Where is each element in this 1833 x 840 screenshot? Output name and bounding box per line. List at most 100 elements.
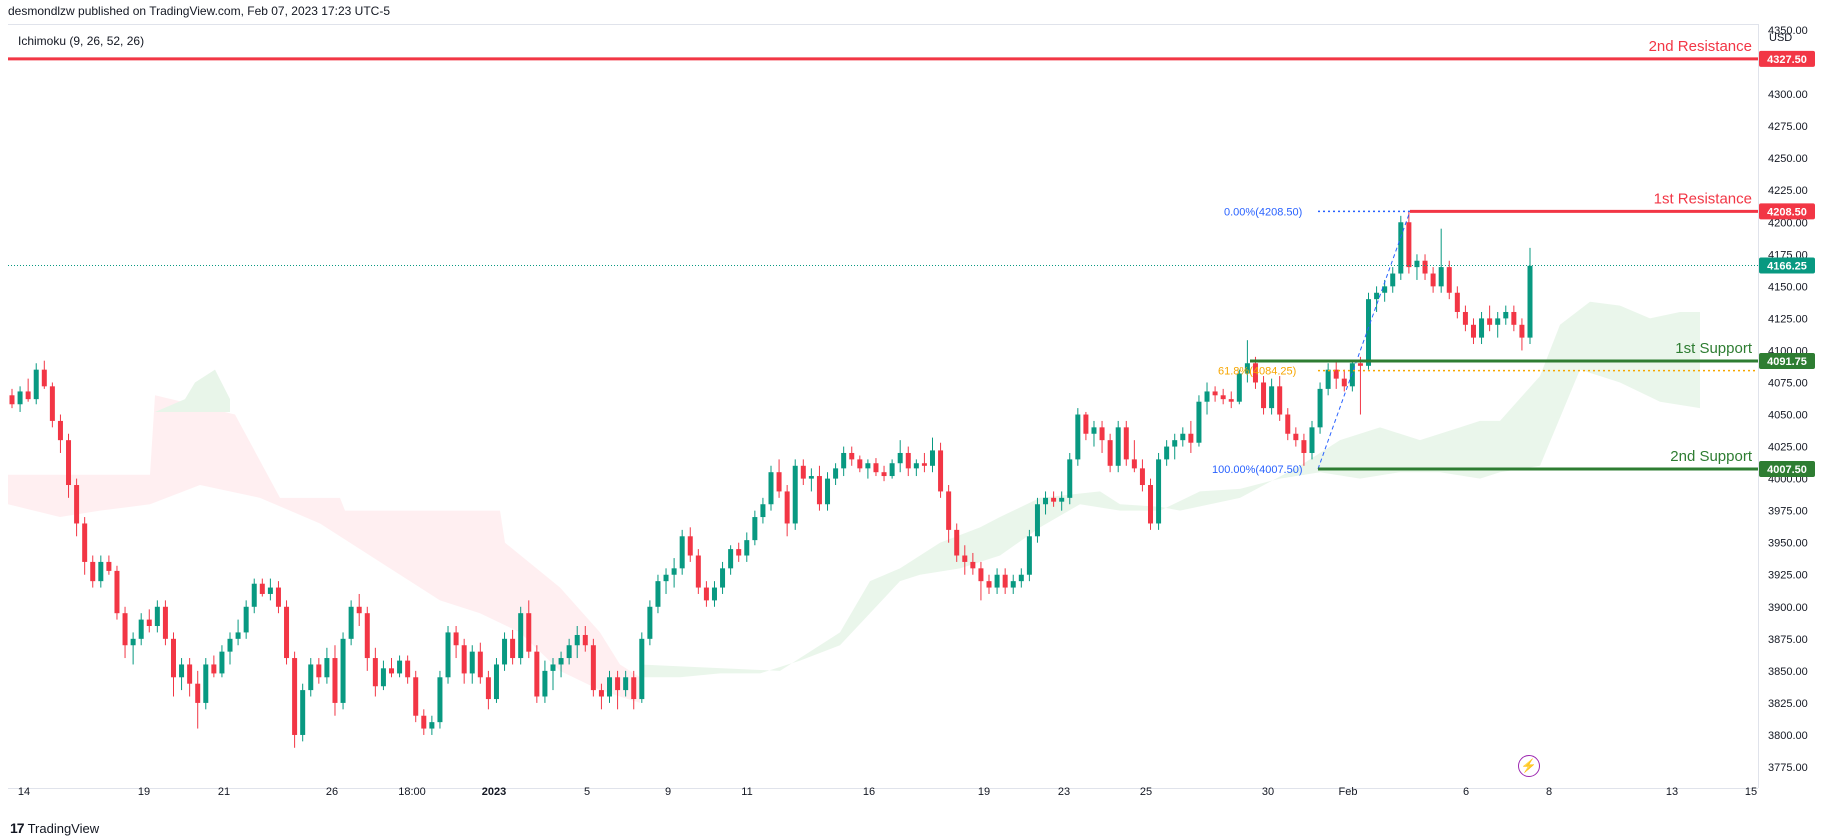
footer-brand: 17 TradingView	[10, 820, 99, 836]
candle-body	[1115, 427, 1121, 466]
candle-body	[865, 463, 871, 469]
candle-body	[66, 440, 72, 486]
candle-body	[1519, 324, 1525, 338]
price-tick-label: 3875.00	[1768, 634, 1808, 646]
level-price-text: 4091.75	[1767, 356, 1807, 368]
candle-body	[655, 581, 661, 607]
candle-body	[607, 677, 613, 697]
level-label-resistance: 1st Resistance	[1654, 190, 1752, 207]
candle-body	[728, 549, 734, 569]
candle-body	[1075, 414, 1081, 460]
candle-body	[364, 613, 370, 659]
time-tick-label: 2023	[482, 786, 506, 798]
candle-body	[308, 664, 314, 691]
candle-body	[1511, 311, 1517, 325]
candle-body	[1026, 536, 1032, 575]
candle-body	[1018, 574, 1024, 582]
candle-body	[1228, 399, 1234, 402]
candle-body	[1172, 440, 1178, 447]
price-tick-label: 4125.00	[1768, 313, 1808, 325]
candle-body	[1293, 433, 1299, 441]
level-price-text: 4208.50	[1767, 206, 1807, 218]
price-tick-label: 3800.00	[1768, 730, 1808, 742]
candle-body	[1212, 391, 1218, 396]
candle-body	[534, 651, 540, 697]
candle-body	[203, 664, 209, 703]
candle-body	[841, 452, 847, 469]
candle-body	[1164, 446, 1170, 460]
level-price-tag	[1759, 460, 1815, 477]
price-tick-label: 3900.00	[1768, 602, 1808, 614]
candle-body	[1188, 433, 1194, 443]
candle-body	[833, 468, 839, 479]
level-label-resistance: 2nd Resistance	[1649, 38, 1752, 55]
candle-body	[461, 645, 467, 674]
candle-body	[1180, 433, 1186, 441]
candle-body	[49, 386, 55, 421]
candle-body	[1487, 318, 1493, 325]
fib-label-100: 100.00%(4007.50)	[1212, 464, 1303, 476]
candle-body	[1317, 388, 1323, 428]
candle-body	[9, 395, 15, 405]
candle-body	[663, 574, 669, 582]
candle-body	[1325, 369, 1331, 389]
time-tick-label: 16	[863, 786, 875, 798]
candle-body	[631, 677, 637, 700]
candle-body	[235, 632, 241, 639]
tradingview-logo-icon: 17	[10, 820, 25, 836]
candle-body	[380, 668, 386, 687]
candle-body	[857, 459, 863, 469]
candle-body	[889, 463, 895, 477]
candle-body	[324, 658, 330, 678]
candle-body	[938, 450, 944, 492]
candle-body	[243, 606, 249, 633]
candle-body	[300, 690, 306, 735]
time-tick-label: Feb	[1339, 786, 1358, 798]
candle-body	[550, 664, 556, 671]
candle-body	[760, 504, 766, 518]
candle-body	[921, 463, 927, 466]
candle-body	[162, 606, 168, 639]
fib-trend-line	[1317, 211, 1411, 470]
candle-body	[970, 561, 976, 569]
candle-body	[25, 391, 31, 400]
candle-body	[1083, 414, 1089, 434]
candle-body	[1301, 440, 1307, 453]
time-tick-label: 5	[584, 786, 590, 798]
candle-body	[558, 658, 564, 665]
candle-body	[768, 472, 774, 505]
candle-body	[130, 638, 136, 646]
candle-body	[1123, 427, 1129, 460]
candle-body	[1349, 363, 1355, 387]
candle-body	[211, 664, 217, 674]
candle-body	[493, 664, 499, 700]
candle-body	[372, 658, 378, 687]
time-tick-label: 23	[1058, 786, 1070, 798]
level-price-tag	[1759, 50, 1815, 67]
candle-body	[1107, 440, 1113, 466]
level-price-text: 4327.50	[1767, 54, 1807, 66]
candle-body	[623, 677, 629, 691]
candle-body	[1139, 468, 1145, 486]
lightning-icon[interactable]: ⚡	[1518, 755, 1540, 777]
candle-body	[469, 651, 475, 674]
candle-body	[1374, 292, 1380, 300]
candle-body	[1099, 427, 1105, 441]
price-tick-label: 4300.00	[1768, 89, 1808, 101]
candle-body	[1043, 497, 1049, 505]
candle-body	[397, 660, 403, 674]
candle-body	[1390, 273, 1396, 287]
candle-body	[792, 465, 798, 524]
candle-body	[445, 632, 451, 678]
candle-body	[1341, 378, 1347, 387]
candle-body	[913, 463, 919, 469]
candle-body	[800, 465, 806, 479]
candle-body	[154, 606, 160, 627]
ichimoku-indicator-label[interactable]: Ichimoku (9, 26, 52, 26)	[18, 34, 145, 48]
candle-body	[946, 491, 952, 530]
candle-body	[74, 485, 80, 524]
candle-body	[808, 476, 814, 479]
price-tick-label: 4150.00	[1768, 281, 1808, 293]
price-tick-label: 3775.00	[1768, 762, 1808, 774]
